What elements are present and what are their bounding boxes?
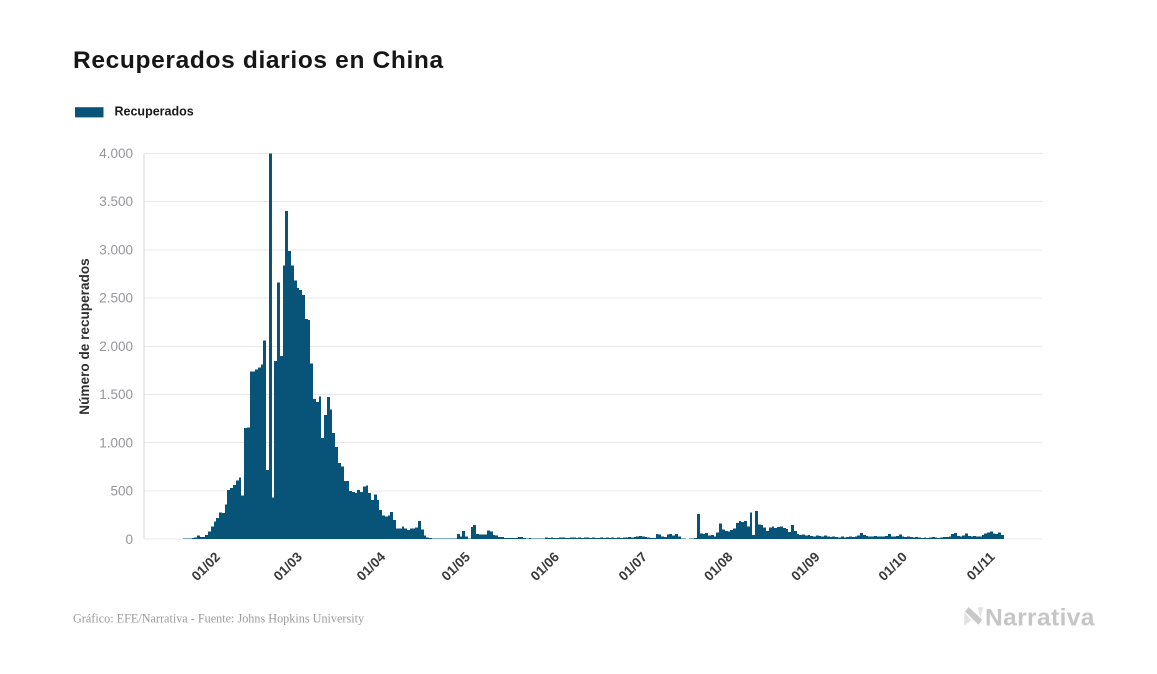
svg-text:Recuperados diarios en China: Recuperados diarios en China xyxy=(73,47,444,74)
svg-text:500: 500 xyxy=(110,484,133,499)
svg-text:1.500: 1.500 xyxy=(99,387,133,402)
svg-text:3.000: 3.000 xyxy=(99,242,133,257)
svg-text:1.000: 1.000 xyxy=(99,435,133,450)
svg-text:3.500: 3.500 xyxy=(99,194,133,209)
svg-text:Gráfico: EFE/Narrativa - Fuent: Gráfico: EFE/Narrativa - Fuente: Johns H… xyxy=(73,612,365,626)
svg-text:Recuperados: Recuperados xyxy=(115,105,194,119)
svg-text:4.000: 4.000 xyxy=(99,146,133,161)
svg-text:Narrativa: Narrativa xyxy=(985,604,1095,631)
svg-text:0: 0 xyxy=(125,532,133,547)
svg-text:2.000: 2.000 xyxy=(99,339,133,354)
svg-text:2.500: 2.500 xyxy=(99,291,133,306)
svg-text:Número de recuperados: Número de recuperados xyxy=(77,258,92,414)
